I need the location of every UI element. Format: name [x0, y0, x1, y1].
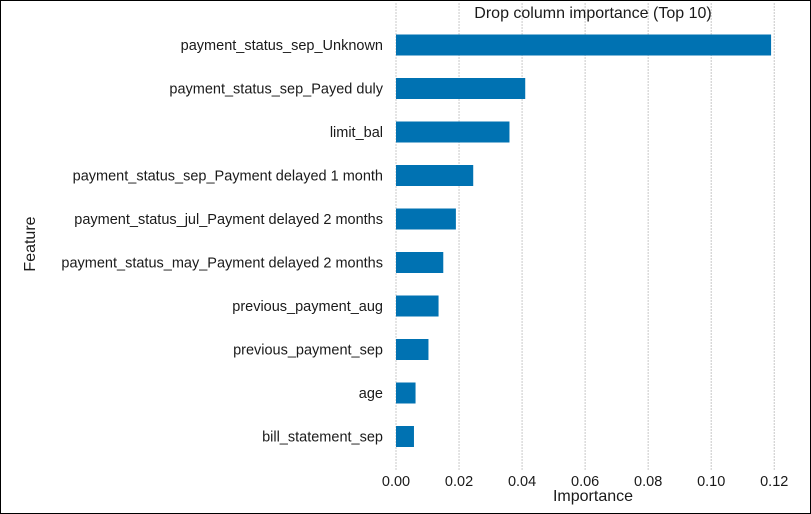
- y-tick-labels: payment_status_sep_Unknown payment_status…: [61, 38, 383, 446]
- x-tick-label: 0.10: [697, 474, 725, 490]
- y-tick-label: payment_status_may_Payment delayed 2 mon…: [61, 256, 383, 272]
- x-tick-label: 0.00: [382, 474, 410, 490]
- x-tick-labels: 0.00 0.02 0.04 0.06 0.08 0.10 0.12: [382, 474, 788, 490]
- y-tick-label: payment_status_jul_Payment delayed 2 mon…: [74, 212, 383, 228]
- bar: [396, 208, 456, 230]
- bar-layer: [396, 34, 772, 447]
- y-tick-label: limit_bal: [330, 125, 383, 141]
- bar: [396, 34, 772, 56]
- y-tick-label: bill_statement_sep: [262, 430, 383, 446]
- x-tick-label: 0.02: [445, 474, 473, 490]
- bar: [396, 252, 444, 273]
- x-tick-label: 0.06: [571, 474, 599, 490]
- x-tick-label: 0.04: [508, 474, 536, 490]
- bar: [396, 426, 414, 447]
- x-axis-label: Importance: [553, 488, 633, 505]
- bar: [396, 295, 439, 317]
- bar: [396, 121, 510, 143]
- y-tick-label: age: [359, 386, 383, 402]
- y-tick-label: previous_payment_sep: [233, 343, 383, 359]
- x-tick-label: 0.08: [634, 474, 662, 490]
- y-tick-label: payment_status_sep_Payment delayed 1 mon…: [73, 169, 383, 185]
- bar: [396, 339, 429, 360]
- y-tick-label: payment_status_sep_Payed duly: [169, 82, 383, 98]
- chart-title: Drop column importance (Top 10): [474, 5, 711, 22]
- grid-layer: [395, 3, 775, 470]
- bar: [396, 78, 526, 99]
- y-axis-label: Feature: [22, 216, 39, 271]
- y-tick-label: previous_payment_aug: [232, 299, 383, 315]
- bar: [396, 382, 416, 404]
- x-tick-label: 0.12: [760, 474, 788, 490]
- bar: [396, 165, 474, 186]
- y-tick-label: payment_status_sep_Unknown: [181, 38, 383, 54]
